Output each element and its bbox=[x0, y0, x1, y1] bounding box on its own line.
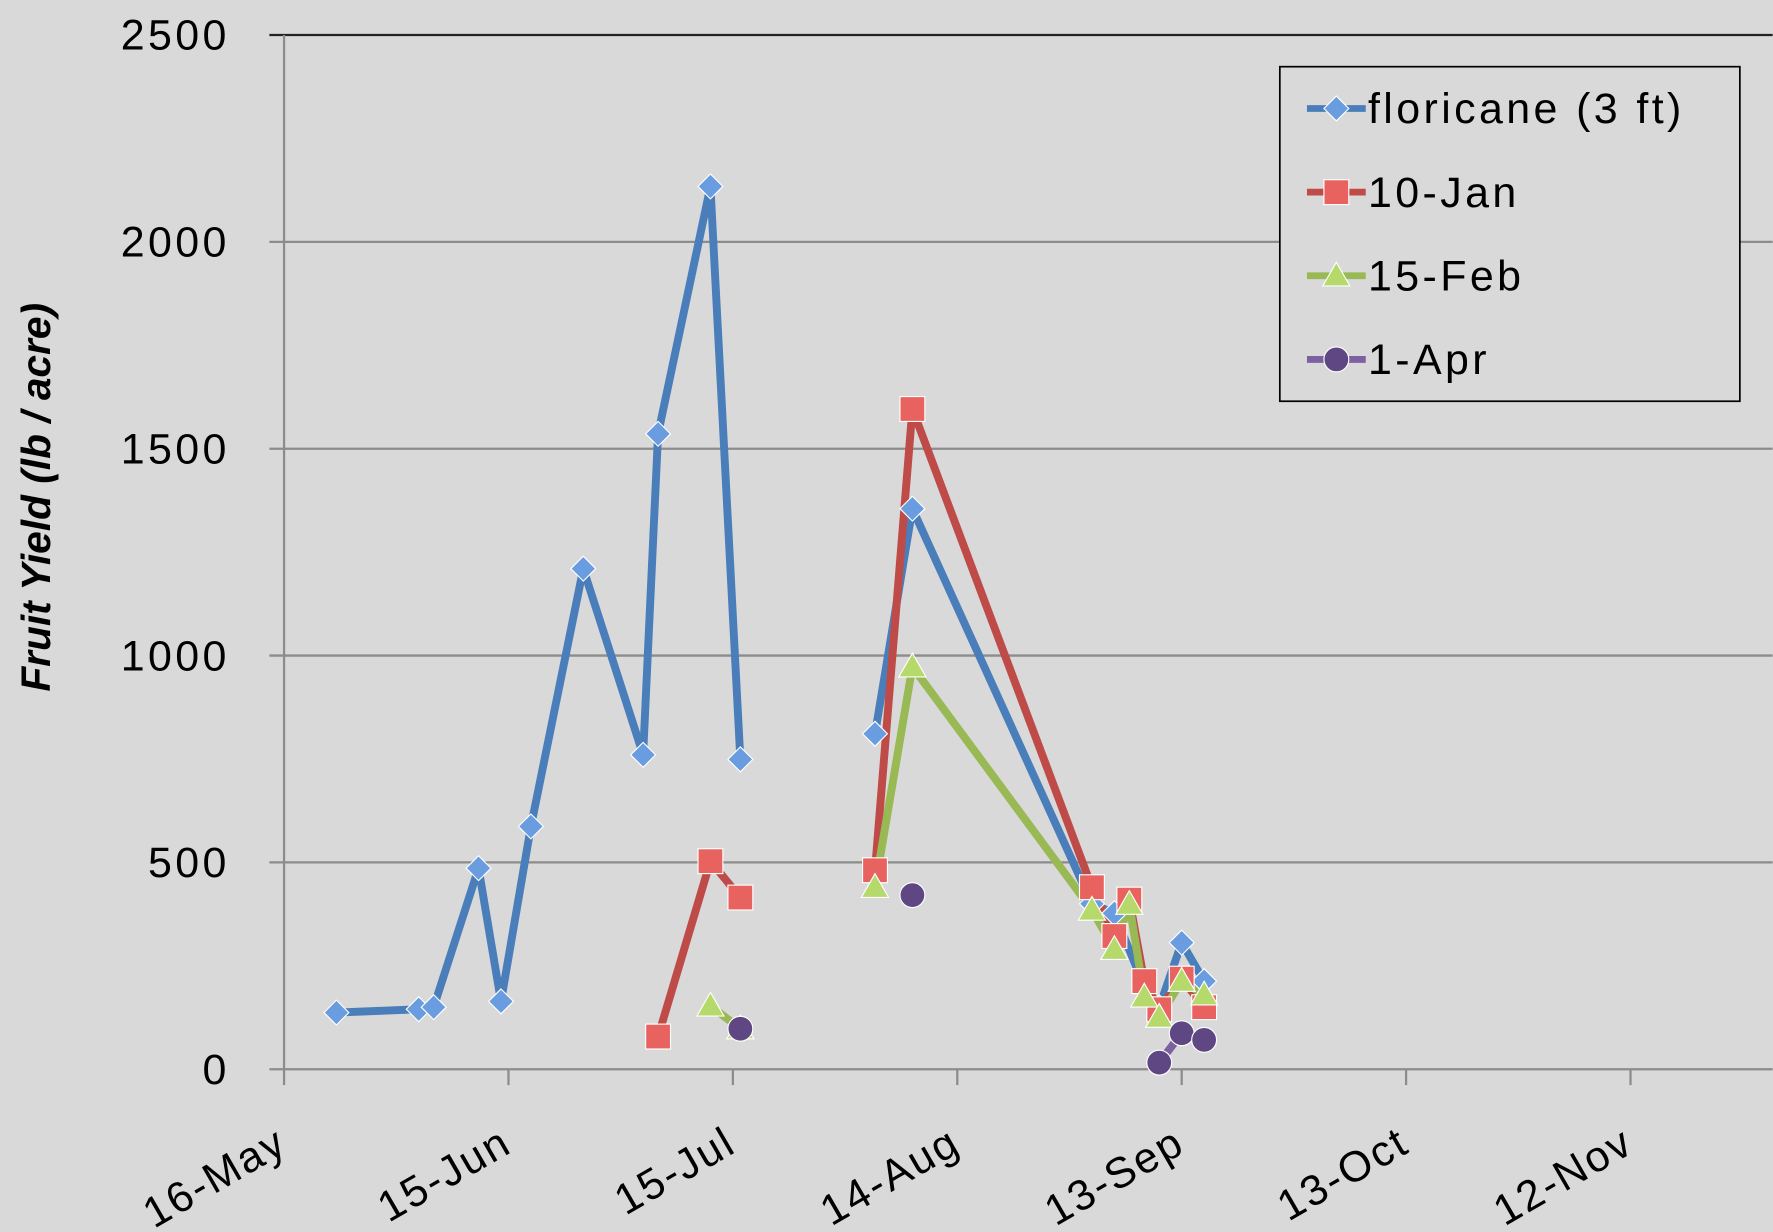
legend-label: 1-Apr bbox=[1368, 336, 1490, 384]
marker bbox=[899, 396, 926, 423]
marker bbox=[1189, 980, 1219, 1006]
marker bbox=[644, 420, 672, 448]
legend-label: floricane (3 ft) bbox=[1368, 85, 1685, 133]
marker bbox=[1323, 95, 1350, 122]
marker bbox=[899, 495, 926, 522]
marker bbox=[1168, 929, 1195, 956]
marker bbox=[1167, 966, 1197, 992]
marker bbox=[1321, 261, 1351, 287]
marker bbox=[861, 720, 889, 747]
marker bbox=[1146, 1049, 1173, 1076]
marker bbox=[695, 991, 725, 1017]
y-axis-label: Fruit Yield (lb / acre) bbox=[13, 303, 59, 692]
y-tick-label: 1500 bbox=[121, 425, 230, 473]
marker bbox=[1168, 1020, 1195, 1047]
marker bbox=[487, 988, 515, 1015]
marker bbox=[1323, 179, 1350, 206]
marker bbox=[629, 741, 657, 769]
marker bbox=[1099, 934, 1129, 961]
marker bbox=[899, 882, 926, 909]
legend-label: 10-Jan bbox=[1368, 169, 1520, 217]
legend-box bbox=[1278, 65, 1741, 403]
marker bbox=[727, 1015, 754, 1042]
marker bbox=[517, 813, 545, 840]
marker bbox=[860, 872, 890, 898]
marker bbox=[645, 1023, 672, 1050]
marker bbox=[465, 854, 492, 882]
marker bbox=[323, 999, 350, 1026]
marker bbox=[1191, 1026, 1218, 1053]
y-tick-label: 0 bbox=[203, 1046, 230, 1094]
marker bbox=[420, 993, 447, 1021]
legend: floricane (3 ft) 10-Jan 15-Feb 1-Apr bbox=[1278, 65, 1741, 403]
marker bbox=[1114, 889, 1144, 915]
marker bbox=[697, 848, 724, 875]
marker bbox=[1129, 982, 1159, 1008]
marker bbox=[727, 884, 754, 911]
y-tick-label: 2500 bbox=[121, 12, 230, 60]
marker bbox=[1323, 346, 1350, 373]
legend-label: 15-Feb bbox=[1368, 252, 1524, 300]
marker bbox=[1144, 1002, 1174, 1028]
y-tick-label: 1000 bbox=[121, 632, 230, 680]
marker bbox=[1077, 895, 1107, 921]
marker bbox=[727, 746, 754, 773]
marker bbox=[897, 652, 927, 678]
y-tick-label: 2000 bbox=[121, 219, 230, 267]
y-tick-label: 500 bbox=[148, 839, 230, 887]
marker bbox=[570, 555, 597, 582]
marker bbox=[697, 173, 724, 200]
